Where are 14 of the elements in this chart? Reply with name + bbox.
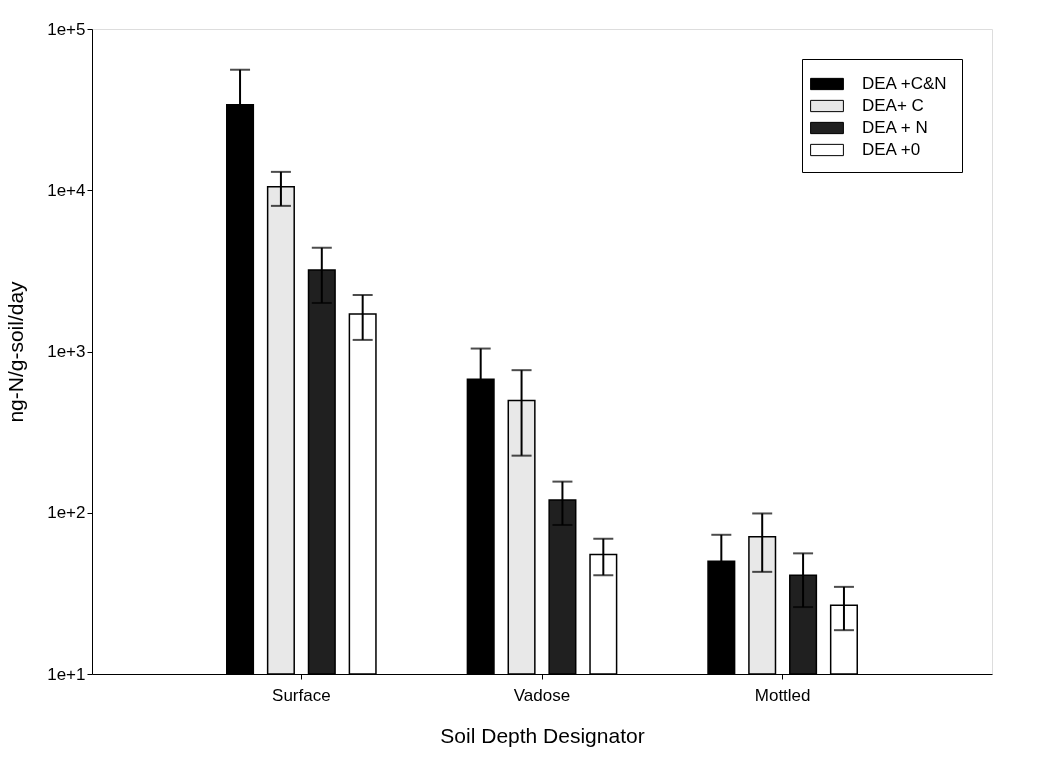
x-tick-label: Vadose <box>513 685 571 705</box>
y-tick-label: 1e+5 <box>47 19 86 39</box>
y-tick-label: 1e+3 <box>47 342 86 361</box>
legend-label: DEA + N <box>862 118 928 137</box>
legend-label: DEA +C&N <box>862 74 947 93</box>
x-axis-title: Soil Depth Designator <box>440 723 645 747</box>
legend-label: DEA +0 <box>862 140 921 159</box>
y-tick-label: 1e+2 <box>47 503 86 523</box>
y-tick-label: 1e+1 <box>47 664 86 684</box>
x-tick-label: Surface <box>272 685 331 705</box>
y-tick-label: 1e+4 <box>47 180 86 200</box>
y-axis-title: ng-N/g-soil/day <box>4 280 28 423</box>
legend-label: DEA+ C <box>862 96 924 115</box>
x-tick-label: Mottled <box>754 685 811 705</box>
